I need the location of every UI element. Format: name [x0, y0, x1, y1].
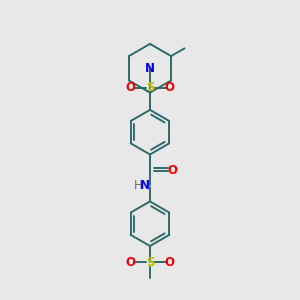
- Text: H: H: [134, 178, 143, 192]
- Text: S: S: [146, 256, 154, 269]
- Text: N: N: [140, 178, 150, 192]
- Text: O: O: [125, 256, 135, 269]
- Text: N: N: [145, 62, 155, 75]
- Text: O: O: [165, 256, 175, 269]
- Text: O: O: [125, 81, 135, 94]
- Text: S: S: [146, 81, 154, 94]
- Text: O: O: [165, 81, 175, 94]
- Text: O: O: [167, 164, 177, 177]
